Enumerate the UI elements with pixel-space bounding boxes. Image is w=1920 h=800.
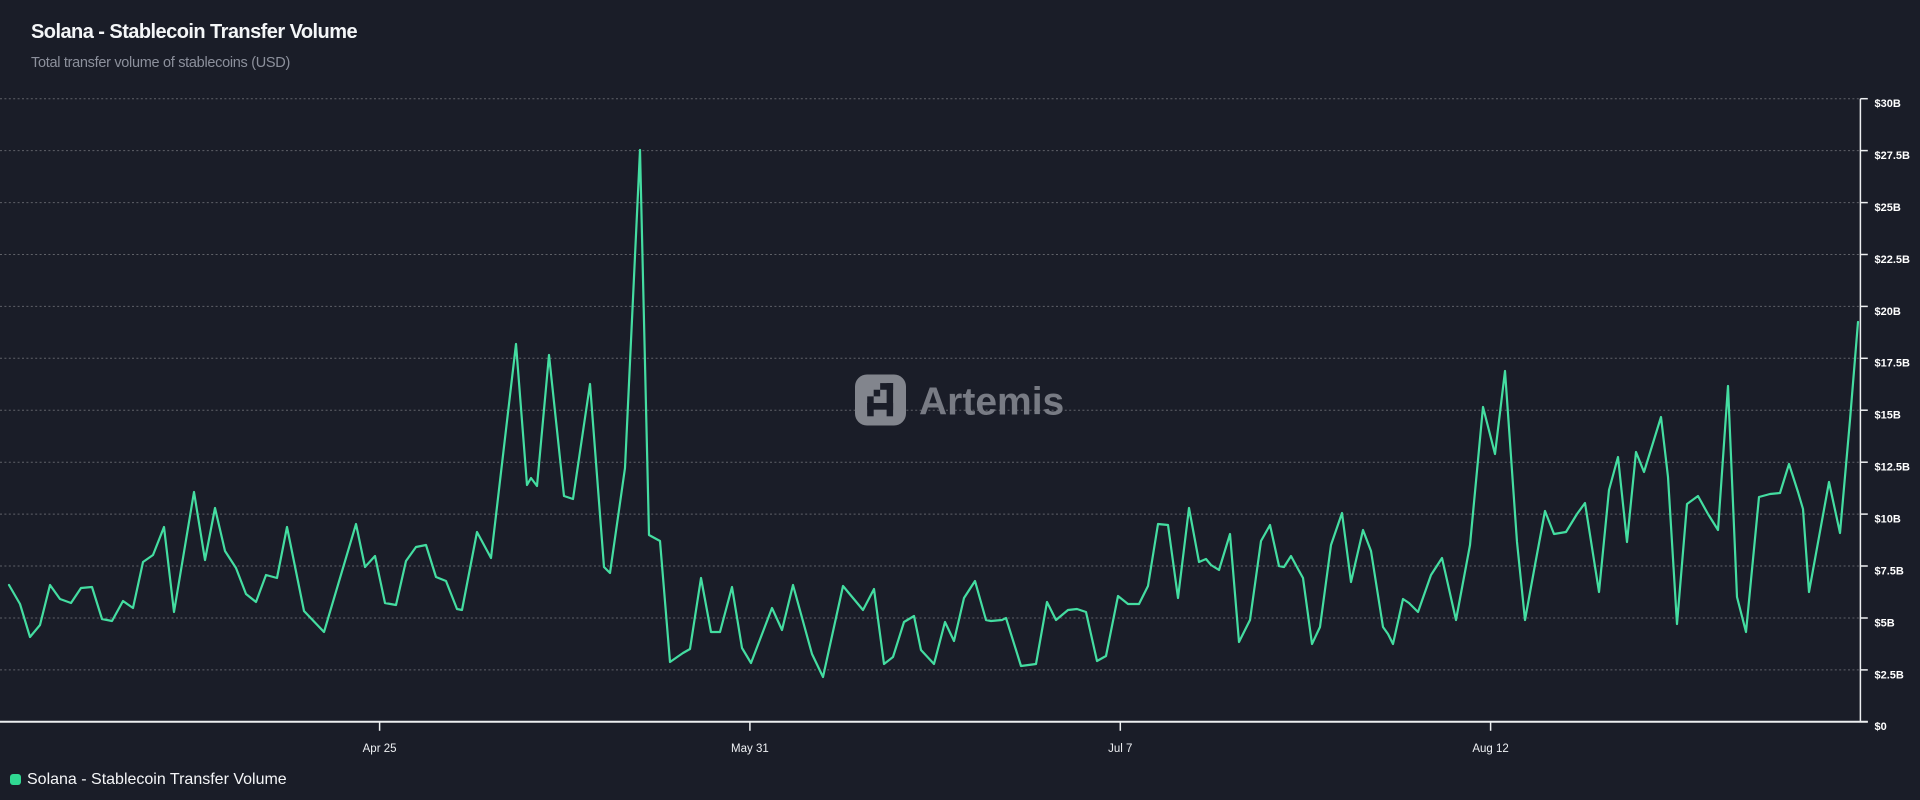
svg-text:$20B: $20B bbox=[1875, 306, 1901, 318]
svg-text:$30B: $30B bbox=[1875, 98, 1901, 110]
svg-text:May 31: May 31 bbox=[731, 743, 769, 755]
svg-text:Jul 7: Jul 7 bbox=[1108, 743, 1132, 755]
svg-text:$0: $0 bbox=[1875, 721, 1887, 733]
svg-text:$2.5B: $2.5B bbox=[1875, 669, 1904, 681]
svg-text:$10B: $10B bbox=[1875, 514, 1901, 526]
svg-text:$12.5B: $12.5B bbox=[1875, 462, 1911, 474]
svg-text:Artemis: Artemis bbox=[919, 381, 1064, 424]
svg-text:Apr 25: Apr 25 bbox=[363, 743, 397, 755]
svg-text:$7.5B: $7.5B bbox=[1875, 565, 1904, 577]
svg-text:Aug 12: Aug 12 bbox=[1472, 743, 1508, 755]
svg-text:$17.5B: $17.5B bbox=[1875, 358, 1911, 370]
svg-text:$27.5B: $27.5B bbox=[1875, 150, 1911, 162]
svg-text:$15B: $15B bbox=[1875, 410, 1901, 422]
svg-text:$5B: $5B bbox=[1875, 617, 1895, 629]
svg-text:$25B: $25B bbox=[1875, 202, 1901, 214]
svg-text:$22.5B: $22.5B bbox=[1875, 254, 1911, 266]
